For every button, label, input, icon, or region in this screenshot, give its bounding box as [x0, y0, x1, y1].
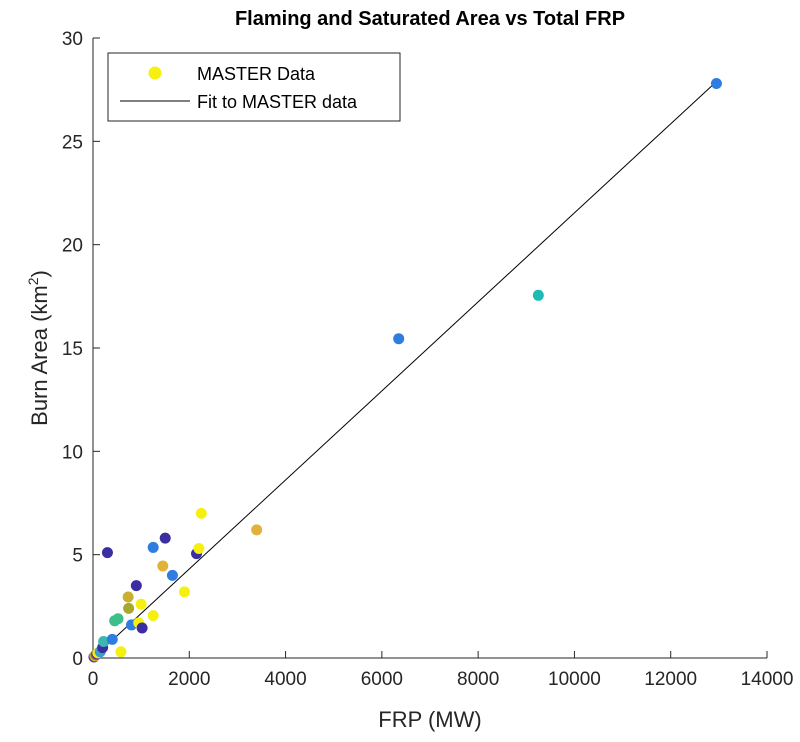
data-point — [251, 524, 263, 536]
y-tick-label: 5 — [72, 546, 83, 567]
y-tick-label: 0 — [72, 649, 83, 670]
data-point — [98, 635, 110, 647]
data-point — [101, 547, 113, 559]
y-tick-label: 10 — [62, 442, 83, 463]
data-point — [393, 333, 405, 345]
x-tick-label: 10000 — [548, 669, 601, 690]
data-point — [147, 541, 159, 553]
y-axis-label-close: ) — [27, 270, 52, 277]
y-axis-label-main: Burn Area (km — [27, 285, 52, 426]
legend-marker-icon — [148, 66, 162, 80]
x-tick-label: 4000 — [264, 669, 306, 690]
x-tick-label: 14000 — [741, 669, 794, 690]
x-tick-label: 8000 — [457, 669, 499, 690]
data-point — [122, 591, 134, 603]
y-tick-label: 20 — [62, 236, 83, 257]
data-point — [166, 569, 178, 581]
x-axis-label: FRP (MW) — [378, 707, 481, 732]
data-point — [112, 613, 124, 625]
y-tick-label: 15 — [62, 339, 83, 360]
legend-label: Fit to MASTER data — [197, 92, 358, 112]
legend-box — [107, 52, 401, 122]
x-tick-label: 12000 — [644, 669, 697, 690]
data-point — [157, 560, 169, 572]
plot-area: 0 2000 4000 6000 8000 10000 12000 14000 0 5 10 15 20… — [62, 29, 794, 690]
x-tick-label: 2000 — [168, 669, 210, 690]
y-axis-label-superscript: 2 — [25, 277, 41, 285]
data-point — [136, 622, 148, 634]
y-axis-label: Burn Area (km2) — [25, 270, 52, 426]
data-point — [115, 646, 127, 658]
fit-line — [92, 78, 720, 659]
data-point — [135, 598, 147, 610]
data-point — [123, 602, 135, 614]
chart-title: Flaming and Saturated Area vs Total FRP — [235, 8, 625, 30]
y-tick-label: 30 — [62, 29, 83, 50]
data-point — [710, 77, 722, 89]
legend-label: MASTER Data — [197, 64, 316, 84]
data-point — [159, 532, 171, 544]
y-tick-label: 25 — [62, 132, 83, 153]
data-point — [532, 289, 544, 301]
x-tick-label: 6000 — [361, 669, 403, 690]
x-tick-label: 0 — [88, 669, 99, 690]
data-point — [193, 542, 205, 554]
data-point — [130, 580, 142, 592]
data-point — [178, 586, 190, 598]
data-point — [106, 633, 118, 645]
data-point — [195, 507, 207, 519]
data-point — [147, 610, 159, 622]
